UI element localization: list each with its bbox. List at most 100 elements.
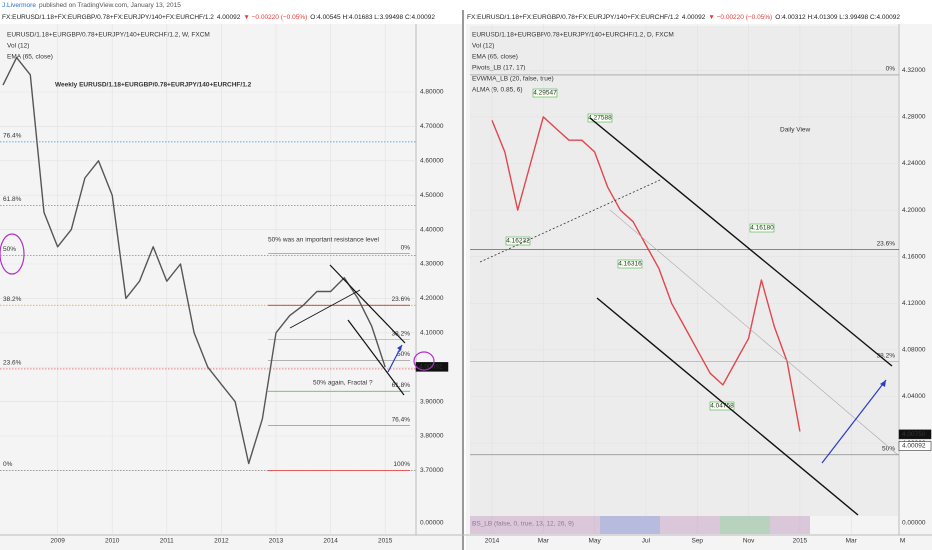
y-tick-label: 4.60000 [420,158,444,165]
price-line [2,56,386,465]
quote-last: 4.00092 [217,14,241,21]
left-panel [0,24,462,550]
y-tick-label: 4.16000 [902,253,926,260]
symbol: FX:EURUSD/1.18+FX:EURGBP/0.78+FX:EURJPY/… [467,14,679,21]
x-tick-label: 2010 [105,538,120,545]
price-line [491,116,801,432]
x-tick-label: 2014 [485,538,500,545]
x-tick-label: Nov [743,538,755,545]
y-tick-label: 4.20000 [902,207,926,214]
arrow [821,379,887,464]
price-tag-label: 4.00750 [902,431,926,438]
fib-label: 23.6% [3,360,22,367]
fib-label: 38.2% [392,330,411,337]
ohlc: O:4.00312 H:4.01309 L:3.99498 C:4.00092 [775,14,900,21]
pivot-box [587,113,613,123]
x-tick-label: Sep [691,538,703,545]
pivot-label: 4.16316 [618,261,642,268]
y-tick-label: 3.70000 [420,467,444,474]
y-tick-label: 4.70000 [420,123,444,130]
fib-label: 0% [886,66,896,73]
annotation: 50% was an important resistance level [268,237,379,244]
x-tick-label: 2009 [50,538,65,545]
y-tick-label: 4.12000 [902,300,926,307]
oscillator-band [600,516,660,534]
fib-label: 50% [397,351,410,358]
fib-label: 23.6% [877,240,896,247]
annotation: Weekly EURUSD/1.18+EURGBP/0.78+EURJPY/14… [55,82,252,89]
y-tick-label: 4.08000 [902,347,926,354]
y-tick-label: 4.30000 [420,261,444,268]
quote-last: 4.00092 [682,14,706,21]
pivot-label: 4.16232 [506,238,530,245]
fib-label: 100% [393,461,410,468]
axis-bottom-label: 0.00000 [420,520,444,527]
y-tick-label: 4.28000 [902,114,926,121]
study-label: EMA (65, close) [472,54,518,61]
quote-change: ▼ −0.00220 (−0.05%) [708,14,772,21]
trend-line [329,264,406,344]
chart-title: EURUSD/1.18+EURGBP/0.78+EURJPY/140+EURCH… [472,32,674,39]
fib-label: 76.4% [392,416,411,423]
y-tick-label: 4.50000 [420,192,444,199]
pivot-label: 4.16180 [750,225,774,232]
quote: FX:EURUSD/1.18+FX:EURGBP/0.78+FX:EURJPY/… [467,14,900,21]
y-tick-label: 4.20000 [420,295,444,302]
x-tick-label: M [900,538,905,545]
x-tick-label: May [588,538,601,545]
pivot-label: 4.27588 [588,115,612,122]
pivot-box [617,259,643,269]
header: J.Livermore published on TradingView.com,… [2,2,181,9]
fib-label: 38.2% [3,296,22,303]
fib-label: 0% [3,461,13,468]
dashed-line [479,179,661,263]
x-tick-label: Mar [846,538,858,545]
quote: FX:EURUSD/1.18+FX:EURGBP/0.78+FX:EURJPY/… [2,14,435,21]
y-tick-label: 4.04000 [902,393,926,400]
price-tag [898,429,932,440]
channel-line [589,117,893,367]
x-tick-label: 2015 [793,538,808,545]
y-tick-label: 4.10000 [420,330,444,337]
highlight-circle [413,351,435,371]
study-label: Pivots_LB (17, 17) [472,65,525,72]
annotation: Daily View [780,127,811,134]
fib-label: 0% [401,244,411,251]
x-tick-label: Jul [642,538,651,545]
quote-change: ▼ −0.00220 (−0.05%) [243,14,307,21]
highlight-circle [0,233,25,275]
chart-title: EURUSD/1.18+EURGBP/0.78+EURJPY/140+EURCH… [7,32,210,39]
y-tick-label: 3.90000 [420,398,444,405]
trend-line [289,289,361,329]
fib-label: 76.4% [3,133,22,140]
oscillator-band [720,516,770,534]
annotation: 50% again, Fractal ? [313,380,373,387]
ohlc: O:4.00545 H:4.01683 L:3.99498 C:4.00092 [310,14,435,21]
fib-label: 61.8% [3,196,22,203]
pivot-label: 4.29547 [533,90,557,97]
y-tick-label: 3.80000 [420,433,444,440]
x-tick-label: 2015 [378,538,393,545]
trend-line [347,319,405,396]
price-tag-label: 4.00092 [902,443,926,450]
axis-bottom-label: 0.00000 [902,520,926,527]
y-tick-label: 4.24000 [902,160,926,167]
channel-line [596,297,859,516]
price-tag [898,441,932,451]
y-tick-label: 4.80000 [420,89,444,96]
author: J.Livermore [2,2,36,9]
pivot-label: 4.04758 [710,403,734,410]
pivot-box [532,88,558,98]
x-tick-label: 2011 [160,538,174,545]
study-label: Vol (12) [7,43,29,50]
fib-label: 50% [882,445,895,452]
fib-label: 50% [3,246,16,253]
x-tick-label: 2012 [214,538,229,545]
arrow-head [397,345,402,351]
published: published on TradingView.com, January 13… [39,2,181,9]
right-shade [470,26,898,516]
y-tick-label: 4.32000 [902,67,926,74]
y-tick-label: 4.40000 [420,226,444,233]
x-tick-label: Mar [538,538,550,545]
